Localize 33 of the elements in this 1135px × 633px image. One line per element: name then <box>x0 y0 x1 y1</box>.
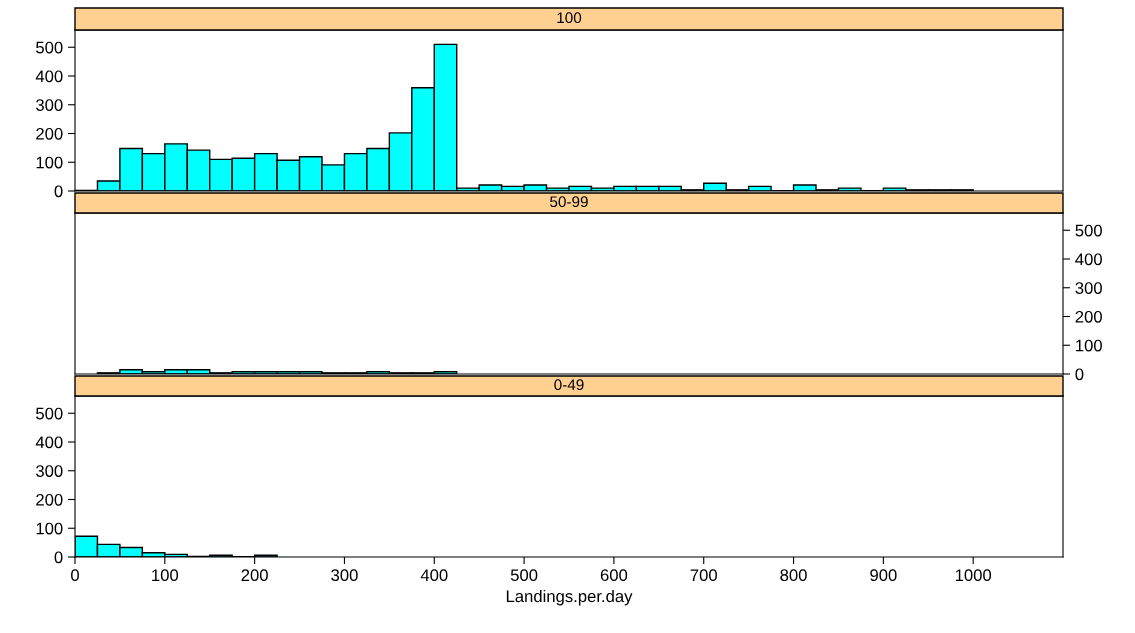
y-tick-label: 0 <box>54 551 63 564</box>
y-tick-label: 200 <box>36 493 63 506</box>
y-tick-label: 0 <box>1075 368 1084 381</box>
x-tick-label: 100 <box>152 569 179 582</box>
y-tick-label: 400 <box>35 436 63 449</box>
x-tick-label: 0 <box>71 569 79 582</box>
y-tick-label: 400 <box>1075 253 1102 266</box>
y-tick-label: 400 <box>35 70 63 83</box>
x-tick-label: 600 <box>600 569 628 582</box>
y-tick-label: 100 <box>36 522 63 535</box>
x-tick-label: 500 <box>510 569 538 582</box>
y-tick-label: 200 <box>36 127 63 140</box>
x-tick-label: 1000 <box>955 569 992 582</box>
x-tick-label: 400 <box>420 569 448 582</box>
x-tick-label: 800 <box>780 569 807 582</box>
y-tick-label: 100 <box>36 156 63 169</box>
y-tick-label: 300 <box>36 465 63 477</box>
x-tick-label: 900 <box>870 569 897 582</box>
x-tick-label: 300 <box>331 569 358 582</box>
x-tick-label: 700 <box>690 569 717 582</box>
y-tick-label: 100 <box>1076 339 1102 352</box>
chart-title: 50-99 <box>550 196 588 208</box>
y-tick-label: 0 <box>54 185 63 198</box>
x-axis-title: Landings.per.day <box>506 589 633 606</box>
y-tick-label: 300 <box>36 99 63 111</box>
y-tick-label: 500 <box>36 407 63 420</box>
y-tick-label: 500 <box>1075 224 1102 237</box>
x-tick-label: 200 <box>241 569 268 582</box>
y-tick-label: 500 <box>36 41 63 54</box>
chart-title: 0-49 <box>554 379 584 391</box>
chart-title: 100 <box>557 12 582 24</box>
y-tick-label: 200 <box>1075 310 1102 323</box>
y-tick-label: 300 <box>1075 282 1102 294</box>
